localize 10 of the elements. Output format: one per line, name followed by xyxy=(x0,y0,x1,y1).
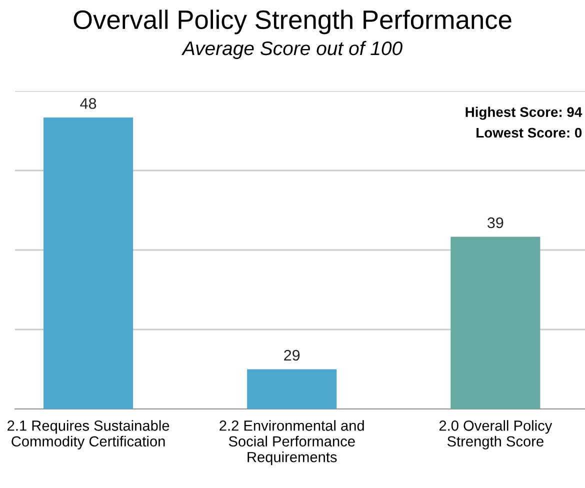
data-label: 29 xyxy=(284,350,300,361)
data-label: 39 xyxy=(488,217,504,228)
chart-subtitle: Average Score out of 100 xyxy=(181,40,402,60)
x-tick-label: 2.1 Requires Sustainable Commodity Certification xyxy=(8,420,170,450)
chart-title: Overvall Policy Strength Performance xyxy=(74,10,512,34)
x-tick-label: 2.0 Overall Policy Strength Score xyxy=(439,420,552,450)
annotation: Lowest Score: 0 xyxy=(476,128,582,138)
x-tick-label: 2.2 Environmental and Social Performance Requirements xyxy=(220,420,364,466)
annotation: Highest Score: 94 xyxy=(466,106,582,120)
data-label: 48 xyxy=(80,98,96,109)
